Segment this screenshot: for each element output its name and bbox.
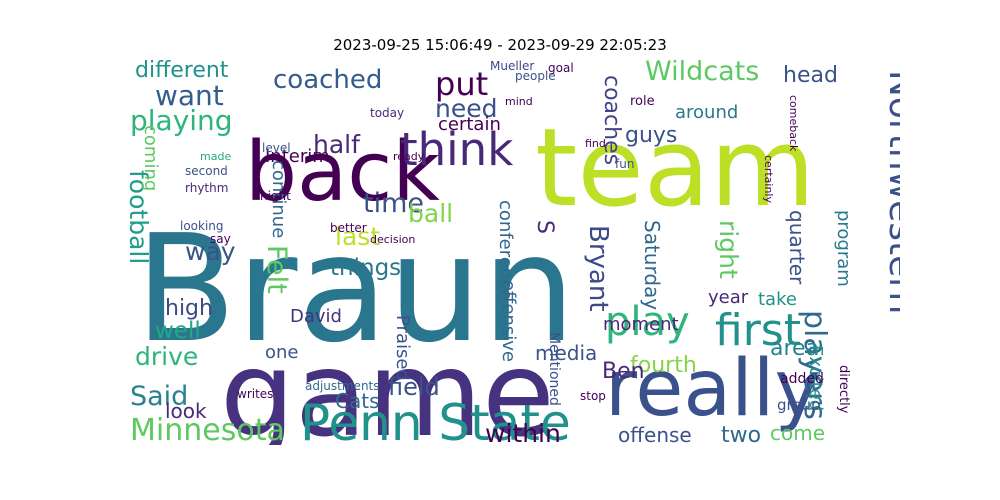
cloud-word: Interim: [265, 146, 330, 167]
cloud-word: year: [708, 287, 749, 308]
cloud-word: play: [605, 299, 690, 345]
cloud-word: conference: [495, 200, 516, 300]
cloud-word: field: [388, 373, 440, 401]
cloud-word: look: [165, 399, 207, 423]
cloud-word: find: [585, 137, 606, 150]
cloud-word: drive: [135, 342, 198, 371]
cloud-word: night: [260, 189, 291, 203]
cloud-word: team: [535, 106, 815, 231]
cloud-word: want: [155, 79, 224, 112]
cloud-word: goal: [548, 61, 574, 75]
cloud-word: continue: [268, 160, 289, 238]
cloud-word: Cats: [335, 389, 379, 413]
cloud-word: Excited: [805, 345, 826, 411]
cloud-word: things: [330, 255, 401, 281]
cloud-word: say: [210, 232, 231, 246]
cloud-word: first: [715, 305, 801, 356]
cloud-word: added: [780, 371, 824, 387]
cloud-word: high: [165, 296, 213, 321]
cloud-word: program: [833, 210, 854, 287]
cloud-word: adjustments: [305, 379, 380, 393]
cloud-word: one: [265, 342, 299, 363]
cloud-word: way: [185, 237, 236, 266]
cloud-word: right: [714, 220, 743, 279]
cloud-word: looking: [180, 219, 224, 233]
cloud-word: group: [777, 396, 821, 414]
cloud-word: certainly: [762, 155, 775, 203]
cloud-word: role: [630, 94, 655, 109]
cloud-word: decision: [370, 233, 415, 246]
cloud-word: within: [485, 419, 561, 445]
cloud-word: guys: [625, 123, 677, 148]
cloud-word: quarter: [785, 210, 809, 285]
cloud-word: Ben: [602, 359, 645, 384]
cloud-word: David: [290, 306, 342, 327]
cloud-word: Mentioned: [546, 332, 562, 406]
cloud-word: people: [515, 69, 556, 83]
cloud-word: need: [435, 94, 497, 123]
cloud-word: Northwestern: [881, 70, 900, 314]
cloud-word: rhythm: [185, 181, 228, 195]
cloud-word: time: [363, 188, 424, 219]
cloud-word: media: [535, 341, 597, 365]
cloud-word: coaches: [599, 75, 624, 165]
cloud-word: back: [245, 125, 440, 220]
cloud-word: football: [125, 170, 153, 264]
cloud-word: Praised: [392, 315, 413, 381]
cloud-word: Said: [130, 381, 188, 412]
cloud-word: area: [770, 336, 819, 361]
cloud-word: writes: [237, 387, 273, 401]
cloud-word: comeback: [787, 95, 800, 152]
cloud-word: Braun: [135, 203, 576, 375]
cloud-word: level: [262, 141, 291, 155]
cloud-word: Penn State: [300, 394, 571, 445]
cloud-word: today: [370, 106, 404, 120]
cloud-word: stop: [580, 389, 606, 403]
cloud-word: last: [335, 222, 380, 251]
cloud-word: Bryant: [583, 225, 613, 312]
cloud-word: take: [758, 289, 797, 310]
cloud-word: directly: [836, 365, 851, 414]
cloud-word: head: [783, 63, 838, 88]
cloud-word: ready: [393, 150, 425, 163]
cloud-word: Minnesota: [130, 413, 285, 445]
cloud-word: Mueller: [490, 60, 534, 73]
cloud-word: coming: [140, 125, 161, 191]
cloud-word: offensive: [498, 280, 519, 362]
cloud-word: certain: [438, 114, 501, 135]
cloud-word: different: [135, 60, 229, 83]
cloud-word: players: [797, 310, 832, 420]
cloud-word: game: [220, 325, 555, 445]
cloud-word: half: [313, 130, 361, 159]
cloud-word: better: [330, 221, 367, 235]
cloud-word: come: [770, 421, 825, 445]
cloud-word: Saturday: [640, 220, 664, 310]
cloud-word: think: [400, 123, 513, 176]
cloud-word: moment: [603, 314, 679, 335]
cloud-word: made: [200, 150, 231, 163]
cloud-word: fourth: [630, 353, 697, 378]
cloud-word: ball: [408, 199, 453, 228]
cloud-word: S: [532, 220, 557, 234]
cloud-word: coached: [273, 65, 382, 95]
cloud-word: Wildcats: [645, 60, 759, 87]
cloud-word: second: [185, 164, 228, 178]
word-cloud: Braun game team really back Penn State play fir…: [125, 60, 900, 445]
cloud-word: around: [675, 102, 738, 123]
cloud-word: mind: [505, 95, 533, 108]
cloud-word: fun: [615, 157, 634, 171]
cloud-word: really: [605, 344, 821, 434]
cloud-word: offense: [618, 423, 692, 445]
cloud-word: two: [721, 423, 761, 445]
cloud-word: well: [155, 318, 201, 344]
cloud-word: playing: [130, 104, 233, 137]
chart-title: 2023-09-25 15:06:49 - 2023-09-29 22:05:2…: [333, 36, 667, 54]
cloud-word: Felt: [261, 245, 292, 294]
cloud-word: put: [435, 65, 488, 103]
